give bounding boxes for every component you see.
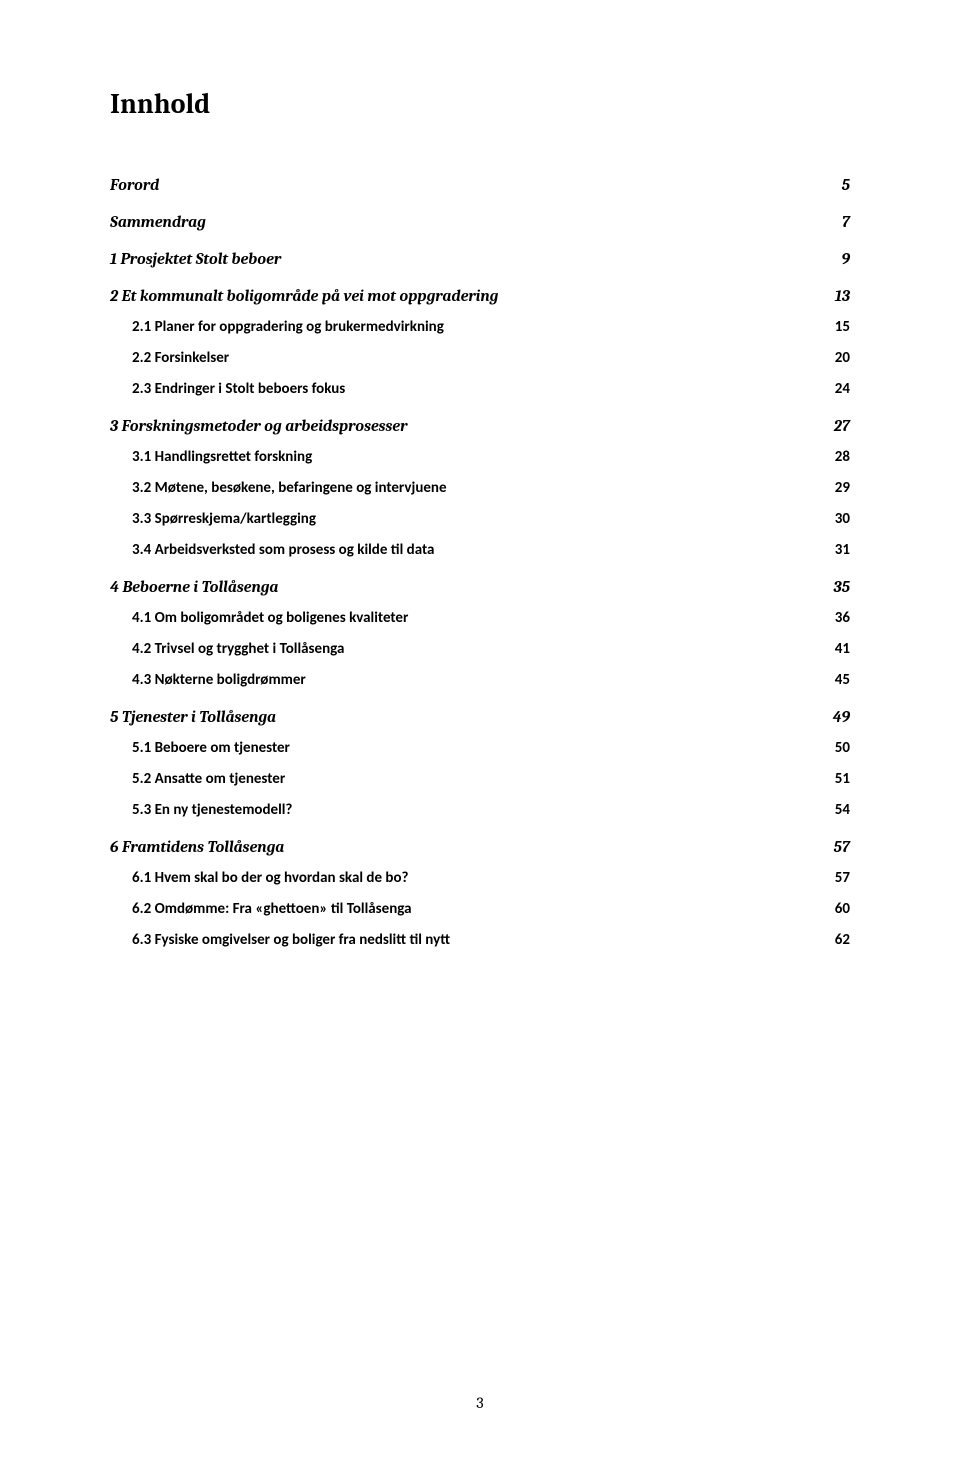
- toc-entry-label: 6 Framtidens Tollåsenga: [110, 838, 284, 856]
- toc-entry: 4.2 Trivsel og trygghet i Tollåsenga 41: [132, 640, 850, 658]
- toc-entry: 2.1 Planer for oppgradering og brukermed…: [132, 318, 850, 336]
- toc-entry-page: 7: [842, 213, 850, 231]
- toc-entry: 3.2 Møtene, besøkene, befaringene og int…: [132, 479, 850, 497]
- toc-entry: 5 Tjenester i Tollåsenga 49: [110, 708, 850, 726]
- toc-entry-label: 3.4 Arbeidsverksted som prosess og kilde…: [132, 541, 434, 559]
- toc-entry-label: 3.2 Møtene, besøkene, befaringene og int…: [132, 479, 447, 497]
- page-title: Innhold: [110, 88, 850, 120]
- toc-entry-page: 29: [835, 479, 850, 497]
- toc-entry: 2 Et kommunalt boligområde på vei mot op…: [110, 287, 850, 305]
- toc-entry-label: 3.1 Handlingsrettet forskning: [132, 448, 312, 466]
- toc-entry: 6 Framtidens Tollåsenga 57: [110, 838, 850, 856]
- toc-entry-page: 57: [835, 869, 850, 887]
- toc-entry-label: 5.2 Ansatte om tjenester: [132, 770, 285, 788]
- toc-entry-page: 41: [835, 640, 850, 658]
- toc-entry: 6.1 Hvem skal bo der og hvordan skal de …: [132, 869, 850, 887]
- toc-entry: 5.3 En ny tjenestemodell? 54: [132, 801, 850, 819]
- toc-entry: 5.2 Ansatte om tjenester 51: [132, 770, 850, 788]
- toc-entry-page: 28: [835, 448, 850, 466]
- toc-entry: 3.3 Spørreskjema/kartlegging 30: [132, 510, 850, 528]
- toc-entry-label: 1 Prosjektet Stolt beboer: [110, 250, 281, 268]
- toc-entry-page: 20: [835, 349, 850, 367]
- toc-entry-page: 45: [835, 671, 850, 689]
- toc-entry-page: 30: [835, 510, 850, 528]
- toc-entry-label: 6.3 Fysiske omgivelser og boliger fra ne…: [132, 931, 450, 949]
- toc-entry: 3.1 Handlingsrettet forskning 28: [132, 448, 850, 466]
- toc-entry-page: 60: [835, 900, 850, 918]
- toc-entry-page: 13: [835, 287, 850, 305]
- toc-entry-page: 31: [835, 541, 850, 559]
- toc-entry: 1 Prosjektet Stolt beboer 9: [110, 250, 850, 268]
- toc-entry-label: 4.3 Nøkterne boligdrømmer: [132, 671, 306, 689]
- toc-entry-label: 5 Tjenester i Tollåsenga: [110, 708, 276, 726]
- toc-entry-label: 6.1 Hvem skal bo der og hvordan skal de …: [132, 869, 408, 887]
- toc-entry: 3 Forskningsmetoder og arbeidsprosesser …: [110, 417, 850, 435]
- toc-entry-page: 9: [842, 250, 850, 268]
- toc-entry-label: Sammendrag: [110, 213, 206, 231]
- toc-entry-page: 57: [833, 838, 850, 856]
- toc-entry-label: 2.3 Endringer i Stolt beboers fokus: [132, 380, 345, 398]
- toc-entry-page: 35: [833, 578, 850, 596]
- toc-entry: 6.2 Omdømme: Fra «ghettoen» til Tollåsen…: [132, 900, 850, 918]
- toc-entry-page: 49: [833, 708, 850, 726]
- toc-entry-label: 6.2 Omdømme: Fra «ghettoen» til Tollåsen…: [132, 900, 412, 918]
- toc-entry-page: 50: [835, 739, 850, 757]
- toc-entry: 6.3 Fysiske omgivelser og boliger fra ne…: [132, 931, 850, 949]
- toc-entry: Forord 5: [110, 176, 850, 194]
- toc-entry-label: 4.1 Om boligområdet og boligenes kvalite…: [132, 609, 408, 627]
- toc-entry-label: 2.1 Planer for oppgradering og brukermed…: [132, 318, 444, 336]
- toc-entry: 4 Beboerne i Tollåsenga 35: [110, 578, 850, 596]
- toc-entry: 3.4 Arbeidsverksted som prosess og kilde…: [132, 541, 850, 559]
- page-number: 3: [0, 1394, 960, 1412]
- toc-entry-label: Forord: [110, 176, 159, 194]
- toc-entry-label: 4.2 Trivsel og trygghet i Tollåsenga: [132, 640, 344, 658]
- toc-entry: 2.2 Forsinkelser 20: [132, 349, 850, 367]
- toc-entry-label: 4 Beboerne i Tollåsenga: [110, 578, 278, 596]
- toc-entry: 5.1 Beboere om tjenester 50: [132, 739, 850, 757]
- toc-entry: 2.3 Endringer i Stolt beboers fokus 24: [132, 380, 850, 398]
- toc-entry-page: 15: [835, 318, 850, 336]
- toc-entry-label: 5.3 En ny tjenestemodell?: [132, 801, 292, 819]
- toc-entry-page: 51: [835, 770, 850, 788]
- toc-entry-label: 2.2 Forsinkelser: [132, 349, 229, 367]
- toc-entry-label: 3.3 Spørreskjema/kartlegging: [132, 510, 316, 528]
- table-of-contents: Forord 5 Sammendrag 7 1 Prosjektet Stolt b…: [110, 176, 850, 949]
- toc-entry-page: 24: [835, 380, 850, 398]
- toc-entry-page: 36: [835, 609, 850, 627]
- toc-entry-label: 3 Forskningsmetoder og arbeidsprosesser: [110, 417, 407, 435]
- toc-entry: 4.3 Nøkterne boligdrømmer 45: [132, 671, 850, 689]
- toc-entry-page: 5: [842, 176, 850, 194]
- toc-entry-label: 5.1 Beboere om tjenester: [132, 739, 290, 757]
- toc-entry: Sammendrag 7: [110, 213, 850, 231]
- toc-entry: 4.1 Om boligområdet og boligenes kvalite…: [132, 609, 850, 627]
- toc-entry-page: 54: [835, 801, 850, 819]
- toc-entry-page: 27: [834, 417, 850, 435]
- toc-entry-label: 2 Et kommunalt boligområde på vei mot op…: [110, 287, 498, 305]
- toc-entry-page: 62: [835, 931, 850, 949]
